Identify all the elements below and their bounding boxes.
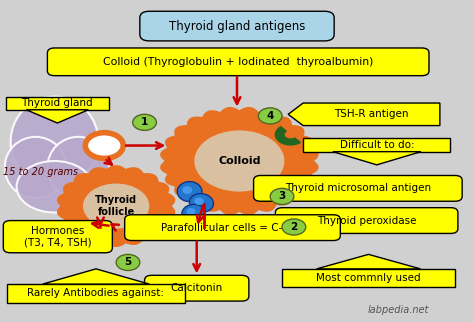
Text: 2: 2 [290,222,298,232]
Ellipse shape [182,186,192,194]
FancyBboxPatch shape [275,208,458,233]
Text: Colloid: Colloid [218,156,261,166]
Text: Rarely Antibodies against:: Rarely Antibodies against: [27,289,164,298]
Polygon shape [333,152,421,165]
Ellipse shape [182,204,205,222]
Polygon shape [27,110,88,123]
Text: 5: 5 [124,257,132,268]
Wedge shape [275,127,301,145]
Circle shape [133,114,156,130]
Text: Thyroid microsomal antigen: Thyroid microsomal antigen [285,183,431,194]
Text: 1: 1 [141,117,148,128]
Text: Thyroid gland: Thyroid gland [21,98,93,108]
Circle shape [258,108,282,124]
Ellipse shape [17,161,92,213]
Text: Thyroid
follicle: Thyroid follicle [95,195,137,217]
Text: Hormones
(T3, T4, TSH): Hormones (T3, T4, TSH) [24,226,91,248]
Ellipse shape [194,197,204,205]
Text: 4: 4 [266,111,274,121]
Circle shape [83,184,149,229]
Ellipse shape [286,179,297,188]
Polygon shape [282,269,455,287]
Polygon shape [288,103,440,126]
Text: Parafollicular cells = C- cell: Parafollicular cells = C- cell [161,223,304,233]
Polygon shape [43,269,149,284]
Text: Difficult to do:: Difficult to do: [339,140,414,150]
FancyBboxPatch shape [125,215,340,241]
Text: 3: 3 [278,191,286,202]
Circle shape [282,219,306,235]
Polygon shape [317,254,420,269]
Ellipse shape [11,97,99,187]
Polygon shape [7,284,185,303]
Text: Calcitonin: Calcitonin [171,283,223,293]
Polygon shape [58,166,174,246]
FancyBboxPatch shape [3,221,112,253]
Polygon shape [303,138,450,152]
FancyBboxPatch shape [140,11,334,41]
Polygon shape [6,97,109,110]
Circle shape [194,130,284,192]
Ellipse shape [186,208,196,215]
Text: labpedia.net: labpedia.net [367,305,429,315]
Text: TSH-R antigen: TSH-R antigen [334,109,409,119]
Circle shape [270,188,294,204]
Circle shape [85,133,123,158]
FancyBboxPatch shape [254,175,462,201]
Text: Thyroid gland antigens: Thyroid gland antigens [169,20,305,33]
Ellipse shape [47,137,109,198]
Text: Colloid (Thyroglobulin + Iodinated  thyroalbumin): Colloid (Thyroglobulin + Iodinated thyro… [103,57,374,67]
Text: Most commnly used: Most commnly used [316,273,421,283]
Polygon shape [161,108,318,214]
Text: 15 to 20 grams: 15 to 20 grams [3,167,78,177]
Ellipse shape [190,194,213,212]
FancyBboxPatch shape [145,275,249,301]
Circle shape [116,254,140,270]
Ellipse shape [177,182,202,202]
FancyBboxPatch shape [47,48,429,76]
Ellipse shape [5,137,66,198]
Text: Thyroid peroxidase: Thyroid peroxidase [317,215,416,226]
